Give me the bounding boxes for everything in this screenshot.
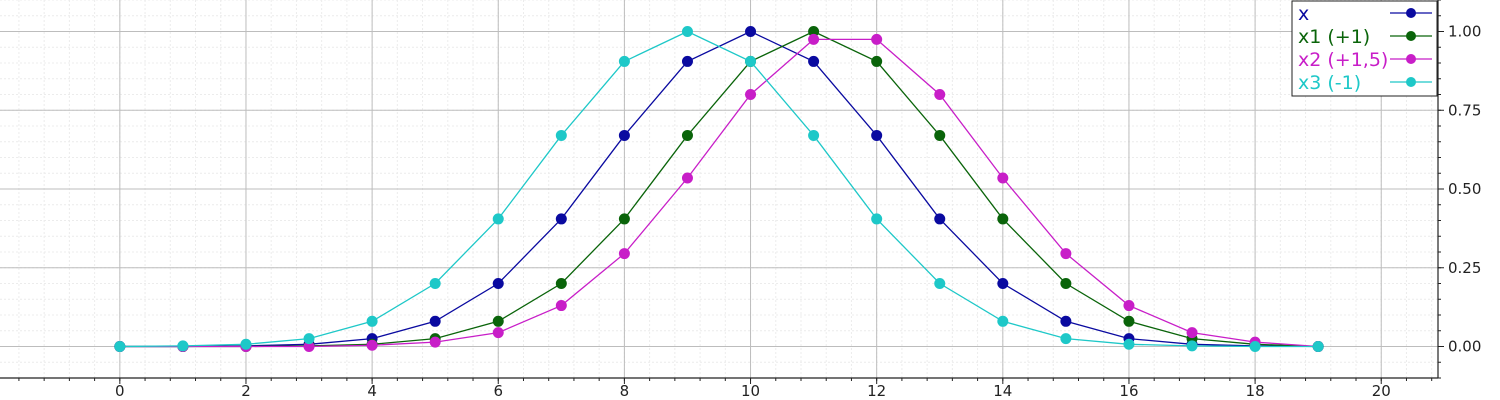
series-line bbox=[119, 30, 1319, 348]
y-tick-label: 0.00 bbox=[1448, 338, 1481, 356]
y-tick-label: 1.00 bbox=[1448, 23, 1481, 41]
data-point bbox=[492, 315, 504, 327]
x-tick-label: 18 bbox=[1246, 382, 1265, 400]
x-tick-label: 2 bbox=[241, 382, 251, 400]
data-point bbox=[366, 339, 378, 351]
data-point bbox=[808, 55, 820, 67]
data-point bbox=[997, 213, 1009, 225]
data-point bbox=[934, 129, 946, 141]
data-point bbox=[681, 129, 693, 141]
data-point bbox=[492, 213, 504, 225]
data-point bbox=[1186, 327, 1198, 339]
data-point bbox=[555, 129, 567, 141]
data-point bbox=[114, 341, 126, 352]
major-grid bbox=[0, 0, 1438, 378]
series-line bbox=[119, 38, 1319, 348]
data-point bbox=[808, 33, 820, 45]
data-point bbox=[745, 89, 757, 100]
data-point bbox=[997, 172, 1009, 184]
data-point bbox=[934, 213, 946, 225]
legend-entry-marker bbox=[1406, 77, 1416, 87]
data-point bbox=[618, 248, 630, 260]
data-point bbox=[1060, 248, 1072, 260]
data-point bbox=[1186, 340, 1198, 352]
x-tick-label: 6 bbox=[493, 382, 503, 400]
data-point bbox=[745, 26, 757, 37]
x-tick-label: 16 bbox=[1119, 382, 1138, 400]
data-point bbox=[934, 89, 946, 100]
x-tick-label: 0 bbox=[115, 382, 125, 400]
data-point bbox=[681, 172, 693, 184]
data-point bbox=[429, 315, 441, 327]
x-tick-label: 14 bbox=[993, 382, 1012, 400]
legend-entry-label: x2 (+1,5) bbox=[1298, 49, 1388, 71]
data-point bbox=[745, 55, 757, 67]
data-point bbox=[934, 278, 946, 289]
data-point bbox=[429, 278, 441, 289]
legend-entry-marker bbox=[1406, 8, 1416, 18]
x-tick-label: 8 bbox=[620, 382, 630, 400]
data-point bbox=[871, 55, 883, 67]
data-point bbox=[808, 129, 820, 141]
legend-entry-marker bbox=[1406, 54, 1416, 64]
legend: xx1 (+1)x2 (+1,5)x3 (-1) bbox=[1291, 0, 1438, 97]
y-tick-label: 0.25 bbox=[1448, 259, 1481, 277]
data-point bbox=[618, 129, 630, 141]
legend-entry-label: x1 (+1) bbox=[1298, 26, 1370, 48]
data-point bbox=[555, 213, 567, 225]
data-point bbox=[1060, 315, 1072, 327]
data-point bbox=[997, 278, 1009, 289]
x-tick-label: 4 bbox=[367, 382, 377, 400]
data-point bbox=[1312, 341, 1324, 352]
data-point bbox=[366, 315, 378, 327]
data-point bbox=[240, 338, 252, 350]
data-point bbox=[871, 213, 883, 225]
data-point bbox=[492, 327, 504, 339]
data-point bbox=[492, 278, 504, 289]
x-tick-label: 20 bbox=[1372, 382, 1391, 400]
series-3 bbox=[114, 26, 1324, 352]
y-tick-label: 0.50 bbox=[1448, 180, 1481, 198]
legend-entry-label: x bbox=[1298, 3, 1309, 25]
series-layer bbox=[114, 26, 1324, 352]
data-point bbox=[681, 26, 693, 37]
data-point bbox=[555, 300, 567, 312]
legend-entry-marker bbox=[1406, 31, 1416, 41]
data-point bbox=[1060, 333, 1072, 345]
x-tick-label: 10 bbox=[741, 382, 760, 400]
data-point bbox=[177, 340, 189, 352]
data-point bbox=[1123, 300, 1135, 312]
data-point bbox=[618, 213, 630, 225]
data-point bbox=[1123, 315, 1135, 327]
data-point bbox=[1123, 338, 1135, 350]
series-line bbox=[119, 30, 1319, 348]
data-point bbox=[1060, 278, 1072, 289]
legend-entry-label: x3 (-1) bbox=[1298, 72, 1361, 94]
data-point bbox=[303, 333, 315, 345]
data-point bbox=[1249, 341, 1261, 352]
x-tick-label: 12 bbox=[867, 382, 886, 400]
data-point bbox=[997, 315, 1009, 327]
data-point bbox=[681, 55, 693, 67]
data-point bbox=[429, 336, 441, 348]
data-point bbox=[555, 278, 567, 289]
data-point bbox=[871, 33, 883, 45]
y-tick-label: 0.75 bbox=[1448, 101, 1481, 119]
data-point bbox=[871, 129, 883, 141]
data-point bbox=[618, 55, 630, 67]
